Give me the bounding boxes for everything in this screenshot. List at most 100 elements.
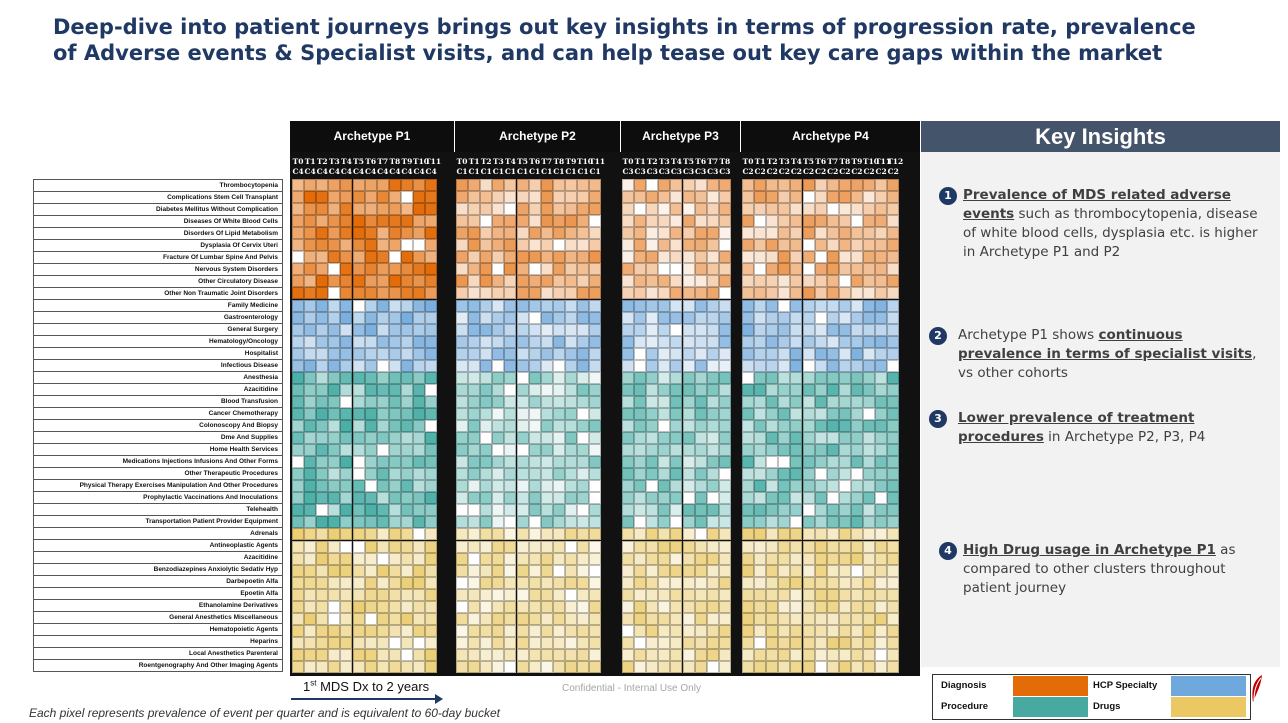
heatmap-cell [694,299,707,312]
heatmap-cell [425,263,438,276]
heatmap-cell [706,263,719,276]
heatmap-cell [706,456,719,469]
heatmap-cell [694,576,707,589]
heatmap-cell [376,528,389,541]
heatmap-cell [887,335,900,348]
heatmap-cell [540,191,553,204]
heatmap-cell [850,636,863,649]
heatmap-cell [388,600,401,613]
heatmap-cell [577,335,590,348]
heatmap-cell [658,227,671,240]
heatmap-cell [388,371,401,384]
heatmap-cell [754,263,767,276]
heatmap-cell [577,420,590,433]
heatmap-cell [718,359,731,372]
heatmap-cell [766,564,779,577]
heatmap-cell [400,661,413,674]
heatmap-cell [316,480,329,493]
heatmap-cell [863,179,876,192]
heatmap-cell [376,191,389,204]
heatmap-cell [742,661,755,674]
heatmap-cell [658,624,671,637]
heatmap-cell [658,516,671,529]
heatmap-cell [564,215,577,228]
heatmap-cell [742,648,755,661]
heatmap-cell [316,359,329,372]
heatmap-cell [754,661,767,674]
heatmap-cell [316,624,329,637]
row-label: Blood Transfusion [33,395,283,407]
heatmap-cell [328,420,341,433]
heatmap-cell [413,661,426,674]
heatmap-cell [413,564,426,577]
heatmap-cell [802,179,815,192]
heatmap-cell [634,576,647,589]
heatmap-cell [622,600,635,613]
heatmap-cell [340,335,353,348]
heatmap-cell [492,371,505,384]
heatmap-cell [504,432,517,445]
heatmap-cell [718,600,731,613]
heatmap-cell [646,371,659,384]
heatmap-cell [492,492,505,505]
heatmap-cell [413,444,426,457]
heatmap-cell [826,492,839,505]
heatmap-cell [754,432,767,445]
heatmap-cell [694,540,707,553]
heatmap-cell [400,624,413,637]
heatmap-cell [658,456,671,469]
timepoint-label: T10 C2 [863,157,880,176]
heatmap-cell [850,480,863,493]
heatmap-cell [826,576,839,589]
heatmap-cell [352,227,365,240]
heatmap-cell [516,239,529,252]
heatmap-cell [492,480,505,493]
heatmap-cell [706,335,719,348]
heatmap-cell [388,504,401,517]
heatmap-cell [340,432,353,445]
heatmap-cell [682,251,695,264]
heatmap-cell [742,504,755,517]
heatmap-cell [754,468,767,481]
heatmap-cell [528,661,541,674]
heatmap-cell [802,371,815,384]
heatmap-cell [425,287,438,300]
heatmap-cell [292,444,305,457]
heatmap-cell [670,648,683,661]
heatmap-cell [814,227,827,240]
heatmap-cell [364,239,377,252]
heatmap-cell [376,432,389,445]
heatmap-cell [622,383,635,396]
heatmap-cell [340,407,353,420]
heatmap-cell [863,600,876,613]
heatmap-cell [564,480,577,493]
heatmap-cell [754,588,767,601]
heatmap-cell [718,432,731,445]
heatmap-cell [802,395,815,408]
heatmap-cell [552,179,565,192]
heatmap-cell [766,624,779,637]
heatmap-cell [577,612,590,625]
heatmap-cell [492,636,505,649]
heatmap-cell [564,600,577,613]
legend-hcp-label: HCP Specialty [1093,680,1158,691]
heatmap-cell [814,528,827,541]
heatmap-cell [646,347,659,360]
heatmap-cell [766,371,779,384]
heatmap-cell [778,383,791,396]
row-label: Adrenals [33,527,283,539]
heatmap-cell [400,299,413,312]
heatmap-cell [516,359,529,372]
heatmap-cell [826,552,839,565]
heatmap-cell [622,661,635,674]
heatmap-cell [778,492,791,505]
heatmap-cell [658,263,671,276]
heatmap-cell [838,516,851,529]
heatmap-cell [754,576,767,589]
heatmap-cell [413,395,426,408]
heatmap-cell [670,251,683,264]
heatmap-cell [292,516,305,529]
heatmap-cell [850,215,863,228]
heatmap-cell [802,636,815,649]
heatmap-cell [790,407,803,420]
